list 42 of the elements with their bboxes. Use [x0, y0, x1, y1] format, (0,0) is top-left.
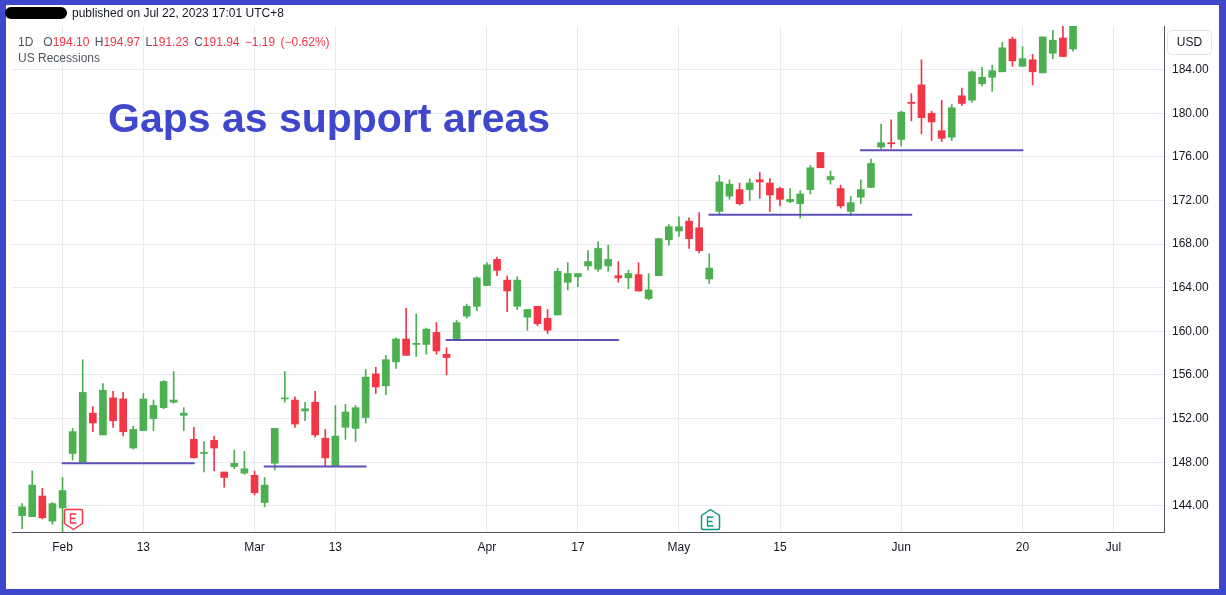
candlestick: [230, 449, 239, 470]
candlestick: [584, 250, 592, 271]
y-axis-title: USD: [1176, 34, 1203, 49]
candlestick: [200, 441, 208, 473]
y-tick-label: 148.00: [1172, 454, 1210, 469]
y-tick-label: 184.00: [1172, 61, 1210, 76]
y-tick-label: 144.00: [1172, 498, 1210, 513]
y-tick-label: 176.00: [1172, 149, 1210, 164]
y-tick-label: 180.00: [1172, 105, 1210, 120]
y-tick-label: 164.00: [1172, 280, 1210, 295]
candlestick: [412, 313, 421, 357]
x-tick-label: 15: [773, 539, 787, 554]
x-tick-label: 17: [571, 539, 585, 554]
x-tick-label: 20: [1015, 539, 1030, 554]
x-tick-label: Apr: [477, 539, 497, 554]
candlestick: [614, 261, 623, 283]
x-tick-label: Feb: [52, 539, 74, 554]
x-tick-label: Jul: [1105, 539, 1122, 554]
candlestick: [169, 371, 178, 404]
x-tick-label: Jun: [891, 539, 911, 554]
y-tick-label: 160.00: [1172, 323, 1210, 338]
text: O194.10 H194.97 L191.23 C191.94 −1.19 (−0.62%): [43, 35, 330, 50]
annotation: US Recessions: [18, 51, 101, 66]
candlestick: [887, 119, 895, 149]
candlestick: [786, 188, 794, 203]
text: Gaps as support areas: [108, 95, 551, 141]
candlestick: [301, 401, 309, 422]
candlestick: [179, 407, 188, 431]
y-tick-label: 168.00: [1172, 236, 1210, 251]
y-tick-label: 172.00: [1172, 192, 1210, 207]
x-tick-label: May: [667, 539, 691, 554]
candlestick: [877, 123, 885, 150]
text: published on Jul 22, 2023 17:01 UTC+8: [72, 6, 285, 21]
y-tick-label: 156.00: [1172, 367, 1210, 382]
candlestick: [755, 171, 764, 199]
y-tick-label: 152.00: [1172, 410, 1210, 425]
annotation: 1D: [18, 35, 34, 50]
x-tick-label: 13: [328, 539, 343, 554]
candlestick: [210, 435, 218, 472]
candlestick: [937, 99, 946, 142]
x-tick-label: Mar: [244, 539, 265, 554]
x-tick-label: 13: [136, 539, 151, 554]
